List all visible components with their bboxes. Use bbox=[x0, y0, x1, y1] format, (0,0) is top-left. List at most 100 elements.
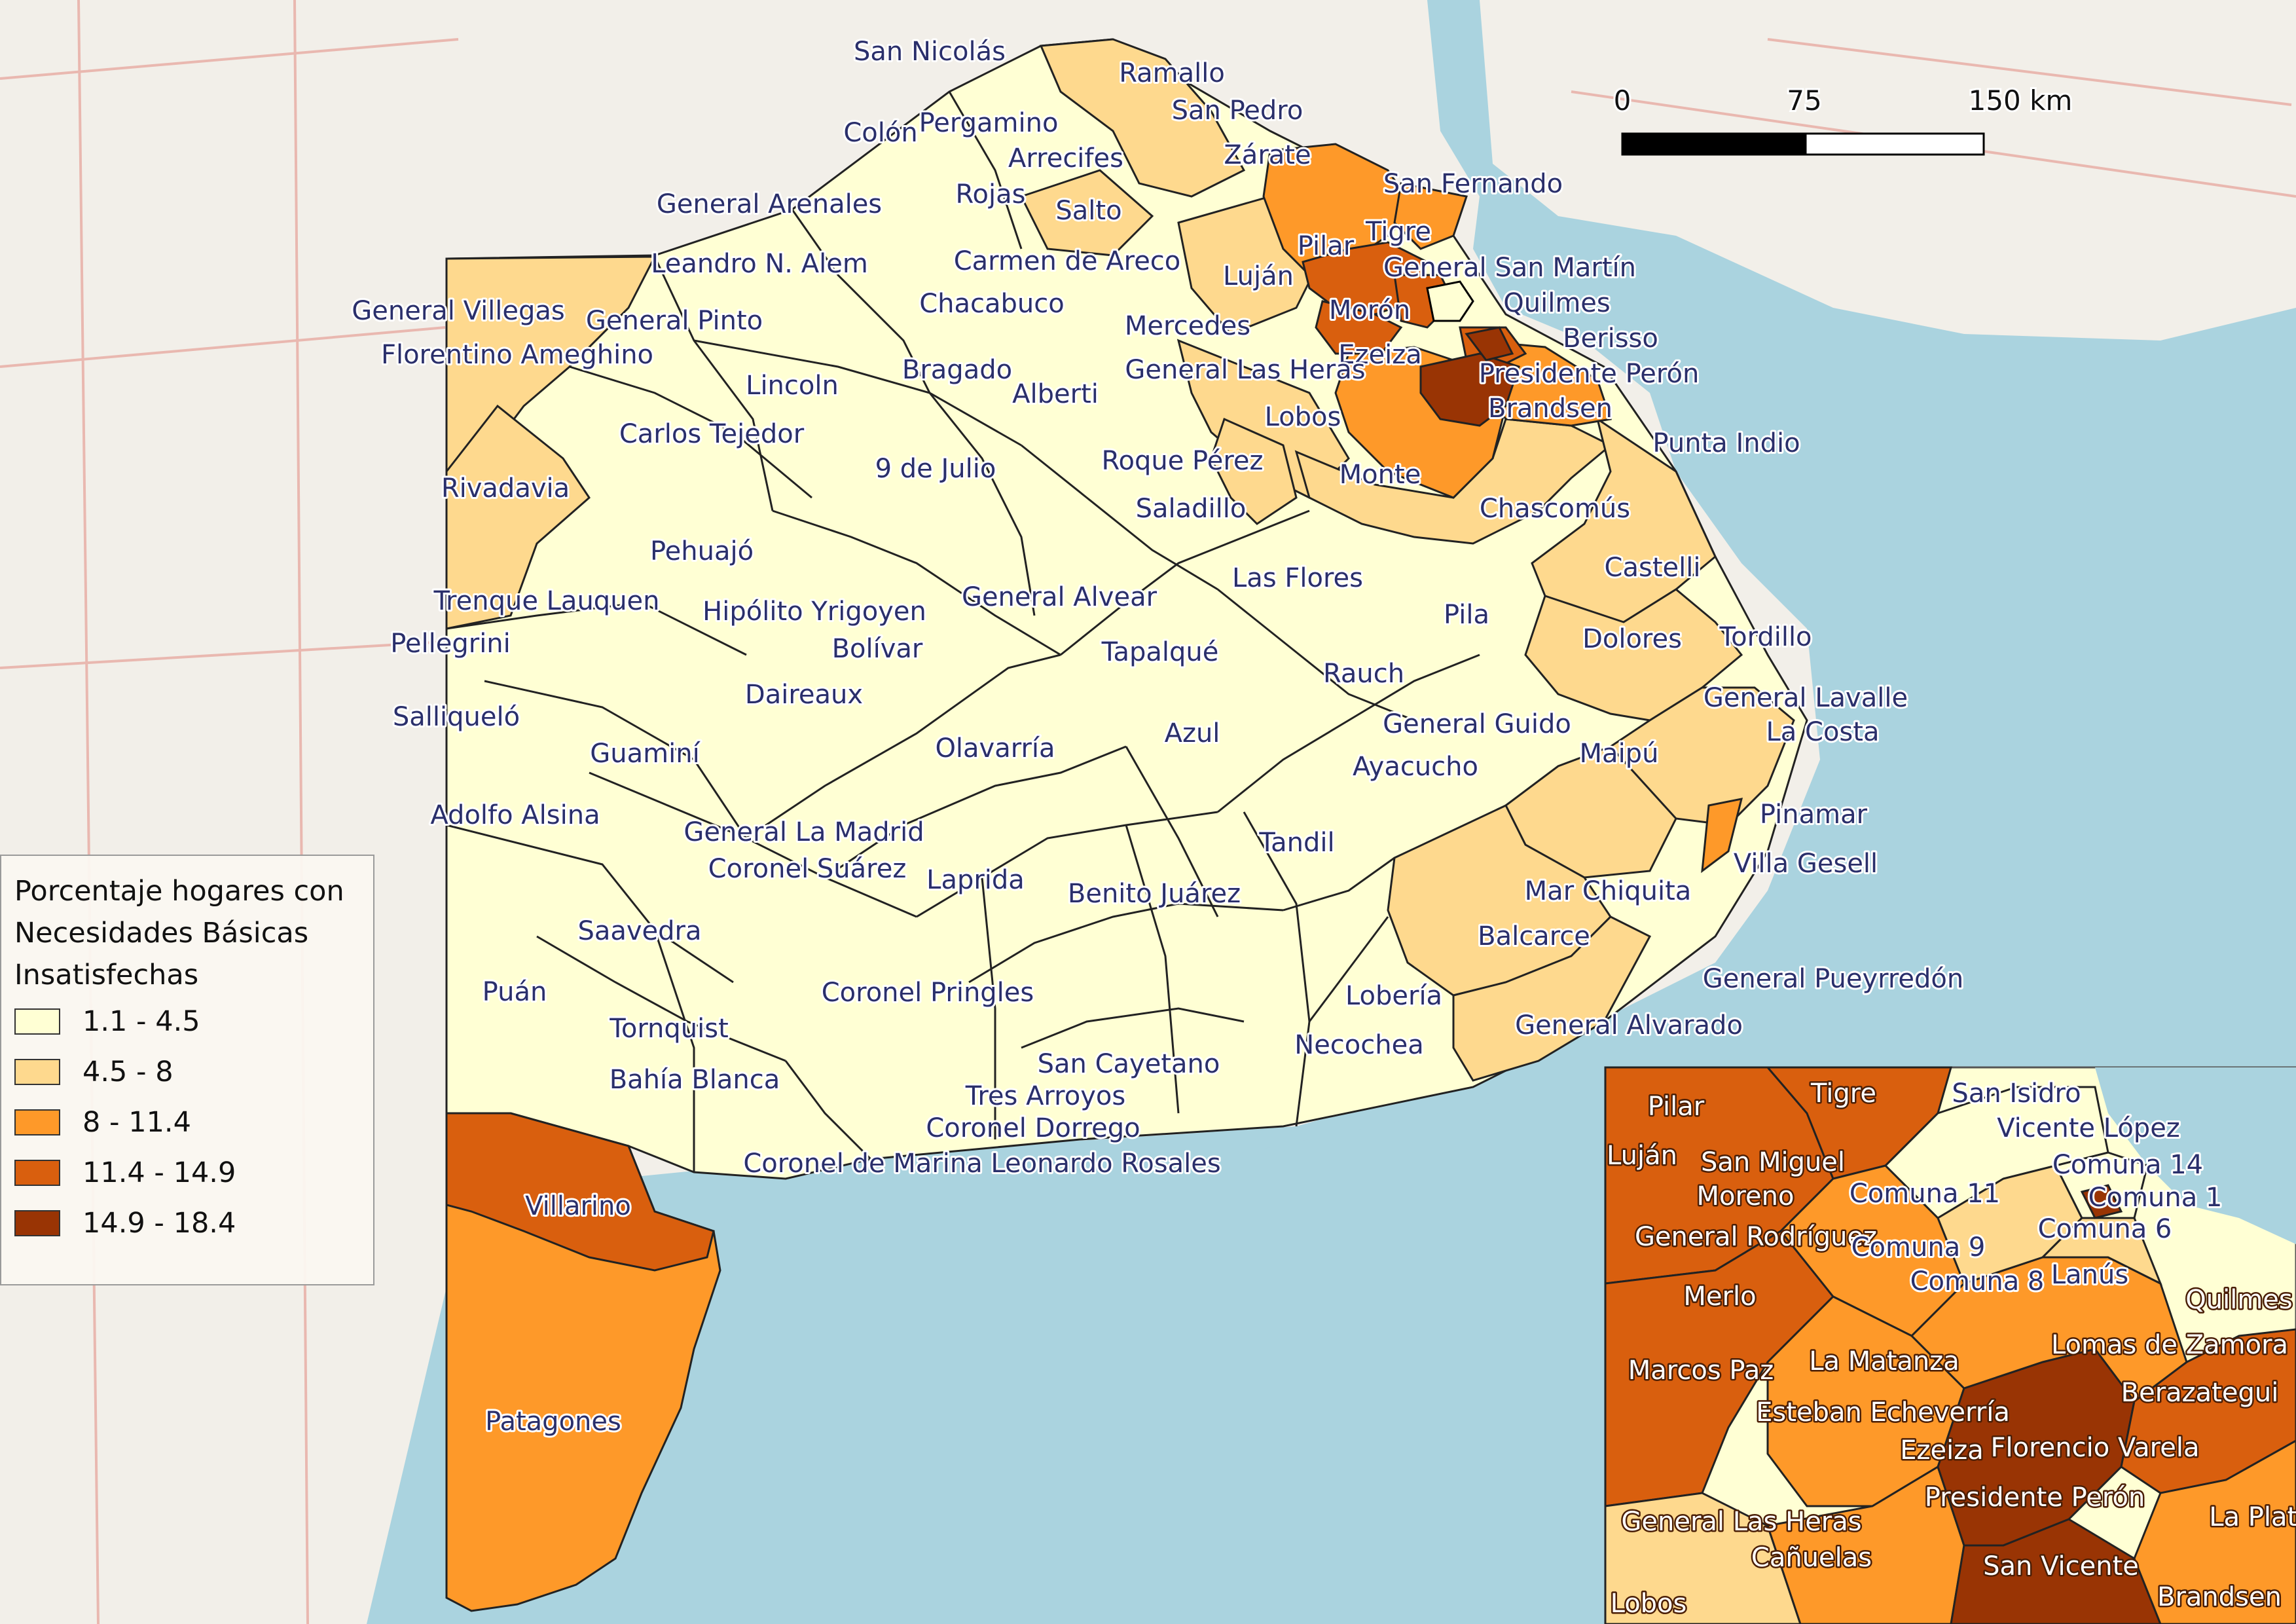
partido-label-mar-chiquita: Mar Chiquita bbox=[1525, 876, 1692, 906]
partido-label-arrecifes: Arrecifes bbox=[1008, 143, 1123, 174]
legend-item: 1.1 - 4.5 bbox=[14, 996, 360, 1046]
partido-label-monte: Monte bbox=[1339, 460, 1421, 490]
inset-label-san-miguel: San Miguel bbox=[1701, 1147, 1845, 1177]
legend-title-line: Porcentaje hogares con bbox=[14, 875, 344, 908]
partido-label-azul: Azul bbox=[1165, 718, 1220, 748]
class-14-9-18-4 bbox=[1419, 326, 1520, 427]
partido-label-tigre: Tigre bbox=[1365, 217, 1431, 247]
legend-item: 4.5 - 8 bbox=[14, 1046, 360, 1097]
class-4-5-8 bbox=[445, 38, 1795, 1082]
partido-label-loberia: Lobería bbox=[1345, 981, 1442, 1011]
partido-label-mercedes: Mercedes bbox=[1125, 311, 1250, 341]
inset-label-merlo: Merlo bbox=[1683, 1282, 1756, 1312]
partido-label-olavarria: Olavarría bbox=[935, 733, 1055, 764]
partido-label-general-la-madrid: General La Madrid bbox=[683, 817, 924, 847]
partido-label-coronel-pringles: Coronel Pringles bbox=[822, 978, 1034, 1008]
legend-swatch bbox=[14, 1209, 60, 1236]
inset-label-ezeiza: Ezeiza bbox=[1900, 1435, 1984, 1466]
partido-label-pila: Pila bbox=[1444, 600, 1489, 630]
inset-label-general-las-heras: General Las Heras bbox=[1621, 1507, 1861, 1537]
partido-label-bolivar: Bolívar bbox=[832, 634, 923, 664]
partido-label-salliquelo: Salliqueló bbox=[393, 702, 520, 732]
partido-label-san-fernando: San Fernando bbox=[1383, 169, 1563, 199]
scale-tick-label: 0 bbox=[1614, 84, 1631, 117]
partido-label-coronel-de-marina-leonardo-rosales: Coronel de Marina Leonardo Rosales bbox=[743, 1149, 1220, 1179]
inset-label-comuna-11: Comuna 11 bbox=[1850, 1179, 2000, 1209]
partido-label-ezeiza: Ezeiza bbox=[1338, 340, 1422, 370]
partido-label-patagones: Patagones bbox=[485, 1407, 621, 1437]
partido-label-pilar: Pilar bbox=[1298, 231, 1355, 261]
inset-label-comuna-6: Comuna 6 bbox=[2038, 1214, 2172, 1244]
scale-bar: 0 75 150 km bbox=[1612, 83, 2074, 156]
partido-label-rauch: Rauch bbox=[1323, 659, 1404, 689]
partido-label-las-flores: Las Flores bbox=[1232, 563, 1363, 593]
inset-label-san-vicente: San Vicente bbox=[1983, 1551, 2139, 1581]
legend-item: 14.9 - 18.4 bbox=[14, 1198, 360, 1248]
partido-label-saladillo: Saladillo bbox=[1136, 494, 1247, 524]
partido-label-laprida: Laprida bbox=[926, 865, 1025, 895]
partido-label-coronel-suarez: Coronel Suárez bbox=[708, 854, 907, 884]
partido-label-general-arenales: General Arenales bbox=[657, 189, 882, 219]
partido-label-balcarce: Balcarce bbox=[1478, 921, 1590, 951]
partido-label-general-san-martin: General San Martín bbox=[1383, 253, 1636, 283]
partido-label-tapalque: Tapalqué bbox=[1101, 637, 1219, 667]
partido-label-daireaux: Daireaux bbox=[745, 680, 863, 710]
inset-label-presidente-peron: Presidente Perón bbox=[1925, 1483, 2145, 1513]
partido-label-brandsen: Brandsen bbox=[1488, 394, 1613, 424]
partido-label-villarino: Villarino bbox=[525, 1191, 631, 1221]
partido-label-bragado: Bragado bbox=[902, 355, 1012, 385]
legend-swatch bbox=[14, 1008, 60, 1035]
partido-label-puan: Puán bbox=[483, 977, 547, 1007]
partido-label-maipu: Maipú bbox=[1580, 739, 1659, 769]
legend: Porcentaje hogares con Necesidades Básica… bbox=[0, 855, 374, 1285]
partido-label-roque-perez: Roque Pérez bbox=[1101, 446, 1263, 476]
inset-label-berazategui: Berazategui bbox=[2121, 1378, 2279, 1408]
legend-swatch bbox=[14, 1058, 60, 1085]
partido-label-castelli: Castelli bbox=[1605, 553, 1701, 583]
partido-label-san-nicolas: San Nicolás bbox=[854, 37, 1006, 67]
partido-label-ayacucho: Ayacucho bbox=[1353, 752, 1478, 782]
partido-label-general-las-heras: General Las Heras bbox=[1125, 355, 1365, 385]
partido-label-tres-arroyos: Tres Arroyos bbox=[965, 1081, 1125, 1111]
partido-label-san-pedro: San Pedro bbox=[1172, 96, 1303, 126]
partido-label-tandil: Tandil bbox=[1258, 828, 1334, 858]
partido-label-lujan: Luján bbox=[1223, 261, 1294, 291]
partido-label-la-costa: La Costa bbox=[1766, 717, 1880, 747]
partido-label-tornquist: Tornquist bbox=[609, 1014, 729, 1044]
partido-label-colon: Colón bbox=[843, 118, 917, 148]
partido-label-saavedra: Saavedra bbox=[577, 916, 701, 946]
inset-label-brandsen: Brandsen bbox=[2157, 1582, 2282, 1612]
partido-label-pellegrini: Pellegrini bbox=[390, 629, 511, 659]
partido-label-pergamino: Pergamino bbox=[919, 108, 1059, 138]
uruguay-land bbox=[1480, 0, 2296, 341]
partido-label-villa-gesell: Villa Gesell bbox=[1734, 849, 1878, 879]
partido-label-guamini: Guaminí bbox=[590, 739, 701, 769]
legend-title-line: Necesidades Básicas bbox=[14, 917, 309, 950]
partido-label-quilmes: Quilmes bbox=[1503, 288, 1610, 318]
partido-label-coronel-dorrego: Coronel Dorrego bbox=[926, 1113, 1140, 1143]
legend-range-label: 11.4 - 14.9 bbox=[82, 1156, 236, 1189]
partido-label-moron: Morón bbox=[1329, 295, 1410, 325]
inset-label-vicente-lopez: Vicente López bbox=[1997, 1113, 2180, 1143]
partido-label-chascomus: Chascomús bbox=[1480, 494, 1630, 524]
partido-label-rivadavia: Rivadavia bbox=[441, 473, 570, 504]
partido-label-chacabuco: Chacabuco bbox=[919, 289, 1065, 319]
inset-map bbox=[1604, 1066, 2296, 1624]
caba-area bbox=[1426, 280, 1474, 322]
partido-label-general-alvear: General Alvear bbox=[962, 582, 1157, 612]
legend-range-label: 14.9 - 18.4 bbox=[82, 1206, 236, 1240]
partido-label-carlos-tejedor: Carlos Tejedor bbox=[619, 419, 805, 449]
partido-label-dolores: Dolores bbox=[1582, 624, 1682, 654]
partido-label-zarate: Zárate bbox=[1224, 140, 1311, 170]
inset-label-comuna-1: Comuna 1 bbox=[2088, 1183, 2223, 1213]
partido-label-general-lavalle: General Lavalle bbox=[1704, 683, 1908, 713]
inset-label-comuna-14: Comuna 14 bbox=[2052, 1150, 2203, 1180]
partido-label-adolfo-alsina: Adolfo Alsina bbox=[430, 800, 600, 830]
inset-label-tigre: Tigre bbox=[1810, 1079, 1876, 1109]
legend-swatch bbox=[14, 1159, 60, 1186]
partido-label-pehuajo: Pehuajó bbox=[650, 536, 754, 566]
legend-title-line: Insatisfechas bbox=[14, 959, 199, 991]
inset-label-pilar: Pilar bbox=[1648, 1092, 1705, 1122]
